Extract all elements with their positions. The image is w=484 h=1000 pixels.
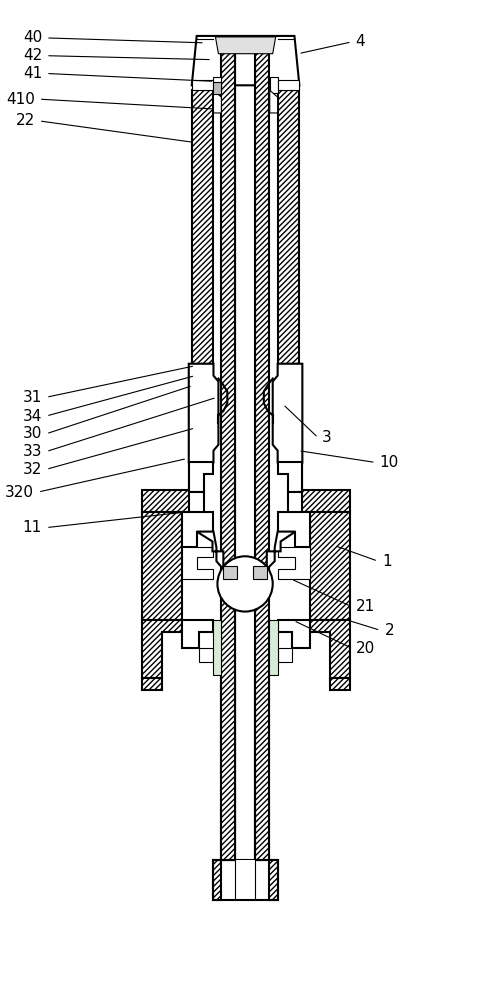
Polygon shape — [310, 620, 349, 678]
Text: 410: 410 — [6, 92, 35, 107]
Polygon shape — [266, 532, 295, 569]
Polygon shape — [221, 678, 235, 860]
Polygon shape — [188, 364, 201, 496]
Polygon shape — [191, 36, 299, 85]
Text: 40: 40 — [23, 30, 42, 45]
Text: 30: 30 — [23, 426, 42, 441]
Text: 33: 33 — [22, 444, 42, 459]
Polygon shape — [235, 860, 255, 898]
Polygon shape — [277, 462, 302, 492]
Polygon shape — [182, 620, 213, 648]
Polygon shape — [213, 90, 221, 113]
Text: 3: 3 — [321, 430, 331, 445]
Polygon shape — [329, 678, 349, 690]
Polygon shape — [272, 364, 302, 462]
Text: 34: 34 — [23, 409, 42, 424]
Polygon shape — [197, 532, 223, 569]
Text: 21: 21 — [355, 599, 374, 614]
Text: 11: 11 — [23, 520, 42, 535]
Polygon shape — [188, 462, 213, 492]
Polygon shape — [142, 678, 162, 690]
Polygon shape — [289, 364, 302, 496]
Polygon shape — [253, 566, 266, 579]
Text: 31: 31 — [23, 390, 42, 405]
Text: 20: 20 — [355, 641, 374, 656]
Polygon shape — [268, 620, 277, 675]
Polygon shape — [277, 648, 292, 662]
Polygon shape — [221, 37, 235, 860]
Circle shape — [217, 556, 272, 612]
Polygon shape — [213, 620, 221, 675]
Polygon shape — [213, 860, 221, 900]
Polygon shape — [215, 37, 275, 54]
Text: 1: 1 — [381, 554, 391, 569]
Polygon shape — [142, 620, 182, 678]
Polygon shape — [255, 678, 268, 860]
Polygon shape — [191, 90, 213, 364]
Polygon shape — [268, 860, 277, 900]
Polygon shape — [142, 512, 182, 620]
Polygon shape — [255, 37, 268, 860]
Polygon shape — [213, 82, 221, 94]
Text: 42: 42 — [23, 48, 42, 63]
Polygon shape — [269, 90, 277, 113]
Polygon shape — [277, 547, 310, 579]
Text: 320: 320 — [5, 485, 34, 500]
Polygon shape — [191, 80, 213, 90]
Polygon shape — [142, 490, 193, 512]
Polygon shape — [310, 512, 349, 620]
Text: 10: 10 — [379, 455, 398, 470]
Polygon shape — [182, 547, 213, 579]
Polygon shape — [269, 77, 277, 93]
Text: 32: 32 — [23, 462, 42, 477]
Text: 2: 2 — [384, 623, 393, 638]
Polygon shape — [287, 492, 302, 514]
Polygon shape — [198, 648, 213, 662]
Text: 4: 4 — [355, 34, 364, 49]
Polygon shape — [277, 90, 299, 364]
Polygon shape — [223, 566, 237, 579]
Polygon shape — [277, 620, 310, 648]
Polygon shape — [297, 490, 349, 512]
Polygon shape — [213, 77, 221, 93]
Text: 22: 22 — [15, 113, 35, 128]
Polygon shape — [277, 512, 310, 547]
Polygon shape — [188, 492, 203, 514]
Polygon shape — [277, 80, 299, 90]
Text: 41: 41 — [23, 66, 42, 81]
Polygon shape — [235, 37, 255, 860]
Polygon shape — [182, 512, 213, 547]
Polygon shape — [188, 364, 218, 462]
